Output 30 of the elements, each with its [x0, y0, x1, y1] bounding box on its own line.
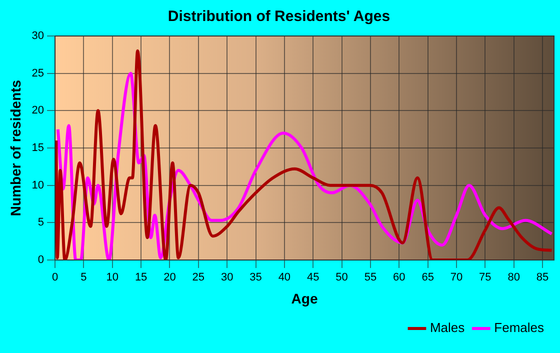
x-tick-label: 40 — [278, 272, 291, 284]
y-tick-label: 25 — [32, 67, 44, 80]
x-tick-label: 10 — [106, 272, 119, 284]
x-tick-label: 0 — [52, 272, 58, 284]
x-tick-label: 15 — [134, 272, 148, 284]
y-tick-label: 30 — [32, 30, 44, 42]
x-axis-title: Age — [291, 290, 318, 306]
x-tick-label: 60 — [393, 272, 406, 284]
x-tick-label: 5 — [80, 272, 87, 284]
y-tick-label: 20 — [32, 104, 44, 117]
y-tick-label: 15 — [32, 142, 44, 154]
chart-title: Distribution of Residents' Ages — [168, 8, 390, 26]
legend-label: Females — [494, 320, 544, 336]
x-tick-label: 85 — [536, 272, 549, 284]
x-tick-label: 65 — [422, 272, 434, 284]
x-tick-label: 45 — [306, 272, 320, 284]
x-tick-label: 35 — [250, 272, 262, 284]
x-tick-label: 80 — [508, 272, 520, 284]
x-tick-label: 55 — [364, 272, 377, 284]
x-tick-label: 25 — [192, 272, 205, 284]
x-tick-label: 30 — [220, 272, 234, 284]
y-axis-title: Number of residents — [7, 80, 24, 216]
legend-label: Males — [430, 320, 466, 336]
y-tick-label: 10 — [32, 179, 44, 192]
x-tick-label: 75 — [479, 272, 492, 284]
x-tick-label: 20 — [164, 272, 176, 284]
x-tick-label: 70 — [450, 272, 463, 284]
y-tick-label: 0 — [38, 254, 44, 266]
x-tick-label: 50 — [336, 272, 348, 284]
y-tick-label: 5 — [38, 216, 44, 229]
